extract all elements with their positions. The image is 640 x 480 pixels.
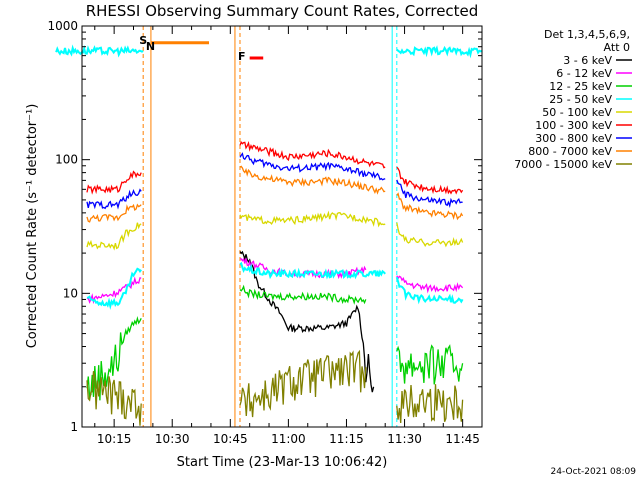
legend-header-attenuator: Att 0 (604, 41, 630, 54)
series-line-800-7000-kev (396, 192, 464, 221)
y-tick-label: 1 (70, 420, 78, 434)
flag-f-label: F (238, 50, 246, 63)
flag-s-label: S (139, 34, 147, 47)
x-tick-label: 11:45 (445, 432, 480, 446)
series-line-12-25-kev (396, 344, 464, 385)
series-line-6-12-kev (86, 276, 142, 305)
legend-entry-label: 800 - 7000 keV (528, 145, 612, 158)
series-line-100-300-kev (396, 166, 464, 195)
x-tick-label: 11:30 (387, 432, 422, 446)
series-line-25-50-kev (55, 44, 144, 58)
chart-title: RHESSI Observing Summary Count Rates, Co… (86, 2, 479, 20)
series-line-25-50-kev (86, 267, 142, 310)
legend-entry-label: 3 - 6 keV (563, 54, 612, 67)
legend-header-detectors: Det 1,3,4,5,6,9, (544, 28, 630, 41)
series-line-800-7000-kev (86, 203, 142, 223)
series-line-50-100-kev (239, 210, 386, 228)
series-line-300-800-kev (396, 179, 463, 208)
plot-frame (81, 25, 483, 428)
series-line-25-50-kev (239, 261, 386, 280)
y-axis: 1 10 100 1000 (47, 19, 482, 434)
series-line-300-800-kev (239, 152, 386, 181)
legend-entry-label: 7000 - 15000 keV (514, 158, 612, 171)
legend-entry-label: 300 - 800 keV (535, 132, 612, 145)
series-line-25-50-kev (396, 45, 483, 59)
series-line-800-7000-kev (239, 165, 386, 195)
x-axis: 10:15 10:30 10:45 11:00 11:15 11:30 11:45 (94, 26, 483, 446)
plot-area: SN F (55, 26, 483, 427)
series-line-7000-15000-kev (396, 384, 464, 424)
series-line-7000-15000-kev (239, 349, 367, 418)
series-line-3-6-kev (239, 250, 375, 393)
series-line-300-800-kev (86, 188, 142, 210)
series-line-25-50-kev (395, 276, 464, 305)
y-tick-label: 100 (55, 153, 78, 167)
x-tick-label: 11:15 (329, 432, 364, 446)
legend-entry-label: 12 - 25 keV (549, 80, 612, 93)
series-line-50-100-kev (396, 222, 464, 248)
x-tick-label: 11:00 (271, 432, 306, 446)
y-tick-label: 1000 (47, 19, 78, 33)
x-tick-label: 10:15 (97, 432, 132, 446)
flag-n-label: N (146, 40, 155, 53)
legend-entry-label: 6 - 12 keV (556, 67, 612, 80)
y-tick-label: 10 (63, 286, 78, 300)
x-axis-label: Start Time (23-Mar-13 10:06:42) (177, 455, 388, 470)
series-line-50-100-kev (86, 222, 142, 251)
series-line-7000-15000-kev (86, 371, 142, 426)
series-line-6-12-kev (396, 275, 464, 294)
series-line-12-25-kev (86, 316, 142, 401)
series-line-12-25-kev (239, 284, 367, 305)
timestamp-label: 24-Oct-2021 08:09 (551, 467, 637, 477)
series-line-100-300-kev (239, 140, 386, 169)
x-tick-label: 10:45 (213, 432, 248, 446)
x-tick-label: 10:30 (155, 432, 190, 446)
series-line-100-300-kev (86, 170, 142, 195)
legend-entry-label: 100 - 300 keV (535, 119, 612, 132)
legend-entry-label: 25 - 50 keV (549, 93, 612, 106)
y-axis-label: Corrected Count Rate (s⁻¹ detector⁻¹) (25, 104, 40, 349)
legend-entry-label: 50 - 100 keV (542, 106, 612, 119)
